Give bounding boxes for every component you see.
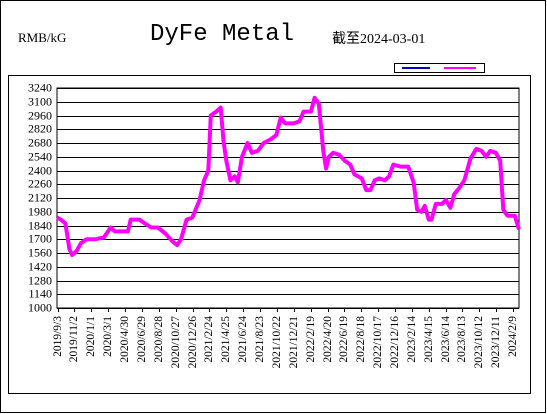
- y-tick-label: 2820: [28, 121, 52, 135]
- x-tick-label: 2020/1/1: [85, 316, 97, 357]
- x-tick-label: 2022/12/16: [389, 316, 401, 369]
- x-tick-label: 2020/6/29: [136, 316, 148, 363]
- x-tick-label: 2020/10/27: [170, 316, 182, 369]
- x-tick-label: 2021/8/23: [254, 316, 266, 363]
- x-tick-label: 2020/3/1: [102, 316, 114, 357]
- x-tick-label: 2023/10/12: [473, 316, 485, 369]
- legend-box: [394, 63, 485, 73]
- x-tick-label: 2024/2/9: [507, 316, 519, 357]
- x-tick-label: 2023/2/14: [406, 316, 418, 363]
- y-tick-label: 1980: [28, 204, 52, 218]
- y-tick-label: 1560: [28, 245, 52, 259]
- y-tick-label: 2260: [28, 176, 52, 190]
- legend: [394, 63, 485, 73]
- x-tick-label: 2019/9/3: [52, 316, 64, 357]
- x-tick-label: 2023/8/13: [456, 316, 468, 363]
- x-tick-label: 2022/6/19: [338, 316, 350, 363]
- x-tick-label: 2021/10/22: [271, 316, 283, 369]
- x-tick-label: 2021/6/24: [237, 316, 249, 363]
- x-tick-label: 2021/12/21: [288, 316, 300, 369]
- x-tick-label: 2023/12/11: [490, 316, 502, 368]
- x-tick-label: 2021/2/24: [203, 316, 215, 363]
- y-tick-label: 3240: [28, 80, 52, 94]
- x-tick-label: 2019/11/2: [68, 316, 80, 362]
- x-tick-label: 2022/10/17: [372, 316, 384, 369]
- y-tick-label: 2680: [28, 135, 52, 149]
- y-tick-label: 1700: [28, 231, 52, 245]
- y-tick-label: 1000: [28, 300, 52, 314]
- y-tick-label: 1280: [28, 273, 52, 287]
- x-tick-label: 2021/4/25: [220, 316, 232, 363]
- y-tick-label: 1840: [28, 218, 52, 232]
- y-tick-label: 2120: [28, 190, 52, 204]
- x-tick-label: 2020/4/30: [119, 316, 131, 363]
- data-line: [56, 95, 521, 257]
- x-tick-label: 2020/12/26: [187, 316, 199, 369]
- chart-frame: [8, 75, 531, 394]
- y-tick-label: 2960: [28, 108, 52, 122]
- y-tick-label: 2540: [28, 149, 52, 163]
- y-tick-label: 1420: [28, 259, 52, 273]
- date-note: 截至2024-03-01: [332, 31, 425, 47]
- unit-label: RMB/kG: [18, 30, 66, 45]
- y-tick-label: 1140: [28, 286, 52, 300]
- x-tick-label: 2022/4/20: [322, 316, 334, 363]
- x-tick-label: 2020/8/28: [153, 316, 165, 363]
- x-tick-label: 2022/8/18: [355, 316, 367, 363]
- x-tick-label: 2023/6/14: [440, 316, 452, 363]
- x-tick-label: 2023/4/15: [423, 316, 435, 363]
- y-tick-label: 2400: [28, 163, 52, 177]
- chart-title: DyFe Metal: [150, 21, 294, 48]
- y-tick-label: 3100: [28, 94, 52, 108]
- x-tick-label: 2022/2/19: [305, 316, 317, 363]
